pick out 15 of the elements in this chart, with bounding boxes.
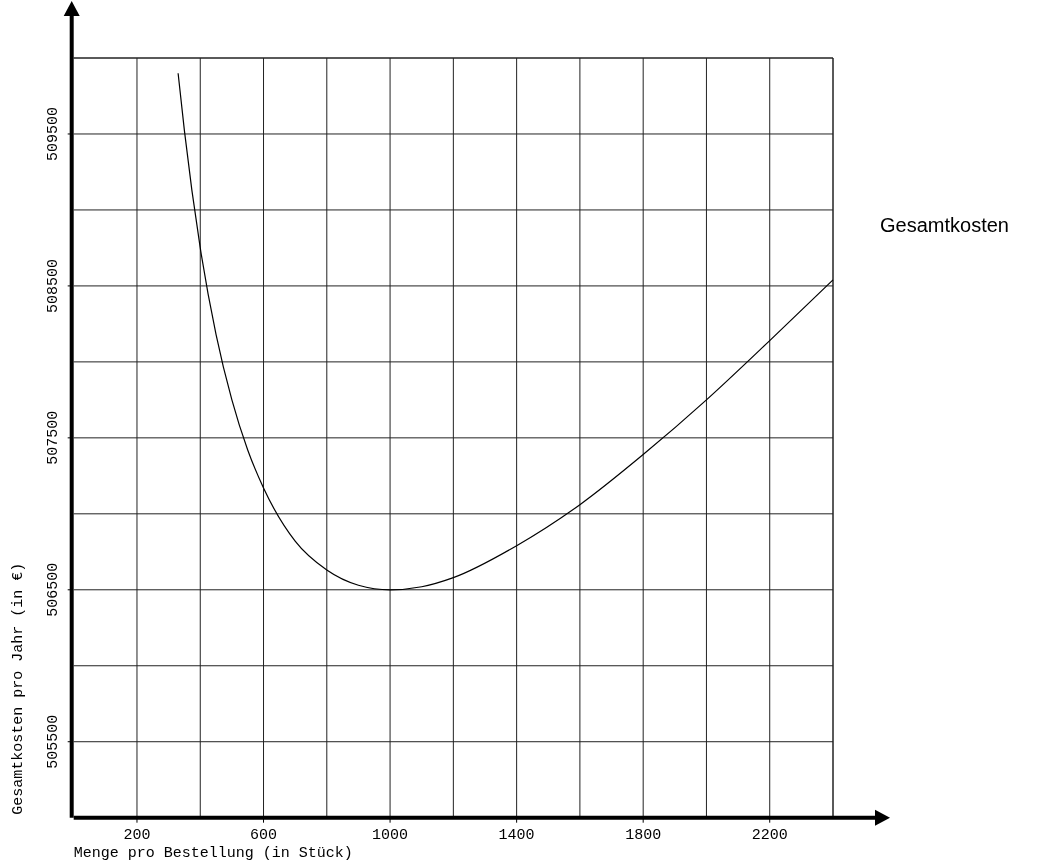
x-tick-label: 1000 [372,826,409,844]
y-tick-label: 506500 [45,562,62,617]
x-tick-label: 2200 [751,826,788,844]
x-tick-label: 600 [250,826,278,844]
y-tick-label: 509500 [45,106,62,161]
y-tick-label: 505500 [45,714,62,769]
x-tick-label: 1400 [498,826,535,844]
line-series [177,72,834,591]
text: Gesamtkosten [880,214,1009,236]
x-tick-label: 1800 [625,826,662,844]
x-axis-title: Menge pro Bestellung (in Stück) [73,844,353,862]
y-tick-label: 507500 [45,410,62,465]
y-tick-label: 508500 [45,258,62,313]
x-tick-label: 200 [123,826,151,844]
y-axis-title: Gesamtkosten pro Jahr (in €) [10,562,27,815]
